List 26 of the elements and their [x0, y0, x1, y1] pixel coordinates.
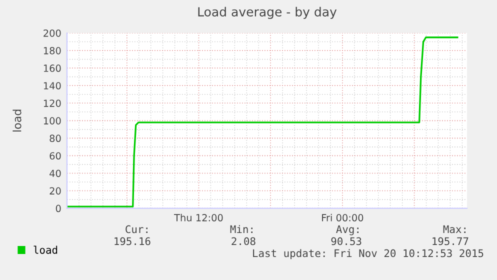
x-tick-label: Fri 00:00 [322, 214, 364, 222]
chart-title: Load average - by day [198, 6, 337, 19]
y-tick-label: 180 [44, 47, 61, 54]
y-tick-label: 200 [44, 29, 61, 37]
text: 195.77 [432, 237, 468, 246]
y-tick-label: 100 [44, 117, 61, 124]
text: 195.16 [114, 237, 150, 246]
y-tick-label: 160 [44, 64, 61, 72]
text: Max: [443, 225, 466, 234]
text: Avg: [336, 225, 358, 236]
text: Cur: [126, 225, 148, 234]
y-tick-label: 20 [50, 187, 61, 195]
x-tick-label: Thu 12:00 [174, 214, 223, 222]
y-tick-label: 140 [44, 82, 61, 90]
text: 90.53 [331, 237, 362, 246]
y-tick-label: 80 [50, 134, 61, 142]
line-series [67, 36, 458, 208]
text: 2.08 [232, 237, 256, 246]
text: Last update: Fri Nov 20 10:12:53 2015 [253, 249, 484, 260]
y-tick-label: 60 [50, 152, 61, 160]
legend-label: load [34, 246, 58, 254]
y-tick-label: 0 [56, 204, 61, 212]
y-tick-label: 40 [50, 170, 61, 178]
y-axis-title: load [12, 110, 22, 132]
y-tick-label: 120 [44, 100, 61, 107]
text: Min: [230, 225, 252, 233]
